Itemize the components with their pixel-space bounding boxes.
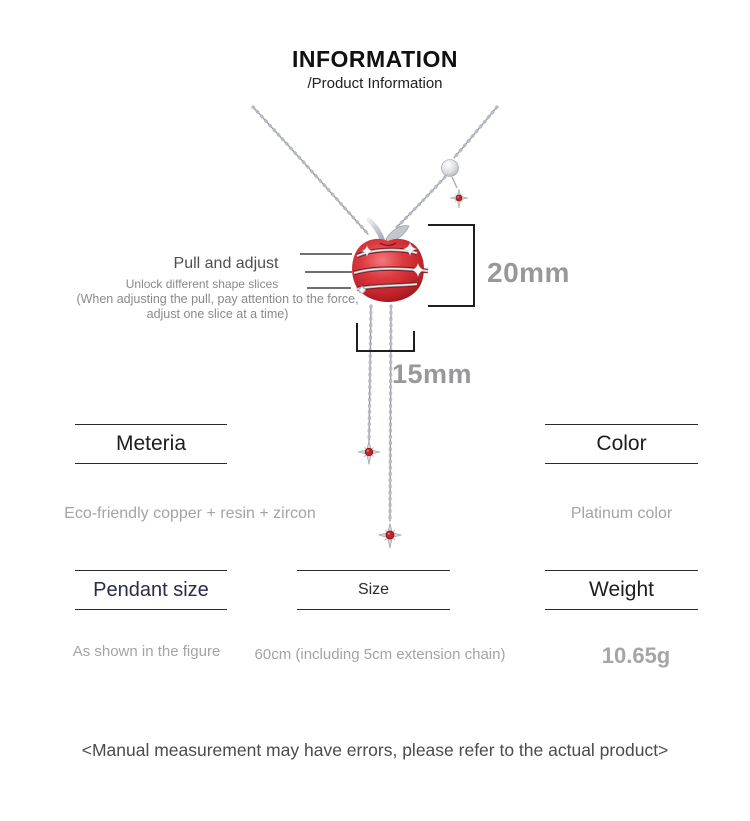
spec-label-pendant-size: Pendant size [75,570,227,610]
pendant-width-label: 15mm [392,359,473,389]
spec-value-size: 60cm (including 5cm extension chain) [254,646,506,663]
annotation-caution-line1: (When adjusting the pull, pay attention … [76,292,359,306]
page-subtitle: /Product Information [307,75,443,92]
spec-value-weight: 10.65g [601,643,671,668]
annotation-pull-and-adjust: Pull and adjust [173,255,279,272]
spec-value-pendant-size: As shown in the figure [72,643,221,660]
spec-value-material: Eco-friendly copper + resin + zircon [64,505,316,522]
star-charm-top [450,189,468,208]
spec-label-material: Meteria [75,424,227,464]
spec-label-color: Color [545,424,698,464]
annotation-leader-lines [300,253,352,289]
spec-label-weight: Weight [545,570,698,610]
annotation-unlock-slices: Unlock different shape slices [125,277,279,291]
star-charm-left [358,441,380,465]
pearl-bead [441,159,459,189]
annotation-caution: (When adjusting the pull, pay attention … [70,292,365,322]
disclaimer-text: <Manual measurement may have errors, ple… [81,740,669,760]
spec-value-color: Platinum color [570,505,673,522]
page-title: INFORMATION [291,46,459,72]
pendant-height-label: 20mm [487,257,570,288]
pendant-width-bracket [356,323,415,352]
pendant-sparkles [357,241,426,295]
pendant-height-bracket [428,224,475,307]
necklace-illustration [251,105,499,560]
star-charm-bottom [378,523,401,548]
necklace-chain [251,105,499,523]
spec-label-size: Size [297,570,450,610]
annotation-caution-line2: adjust one slice at a time) [146,306,289,321]
apple-pendant [352,217,429,302]
